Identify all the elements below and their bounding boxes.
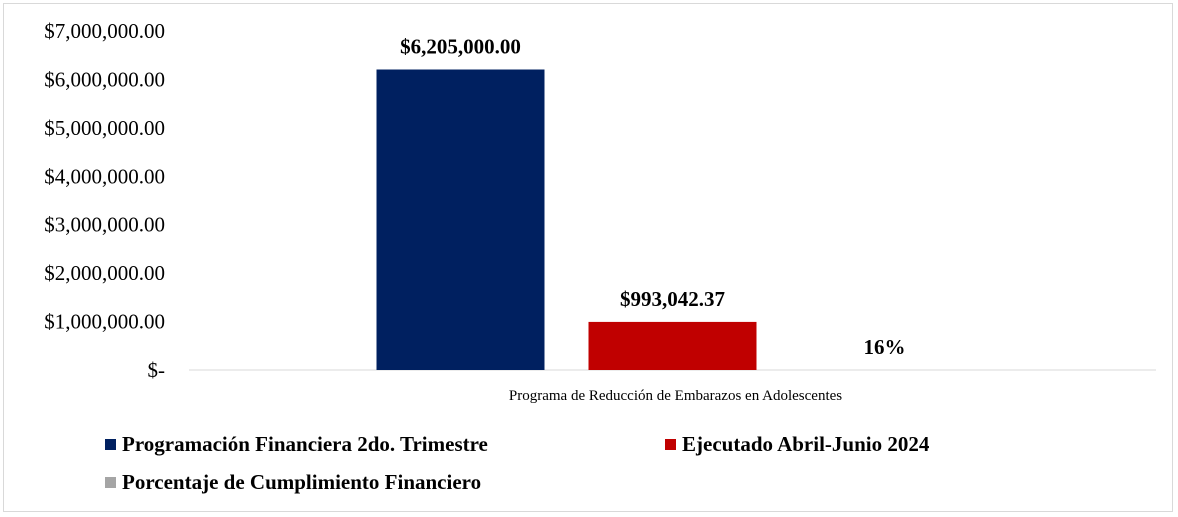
data-label-porcentaje: 16% (864, 335, 906, 359)
y-tick-label: $- (148, 358, 166, 382)
data-labels: $6,205,000.00 $993,042.37 16% (400, 35, 905, 359)
y-tick-label: $3,000,000.00 (44, 213, 165, 237)
bar-chart: $- $1,000,000.00 $2,000,000.00 $3,000,000.0… (44, 19, 1156, 404)
chart-legend: Programación Financiera 2do. Trimestre E… (105, 432, 1105, 502)
legend-label-porcentaje: Porcentaje de Cumplimiento Financiero (122, 470, 482, 494)
legend-swatch-programacion (105, 439, 116, 450)
legend-swatch-ejecutado (665, 439, 676, 450)
legend-swatch-porcentaje (105, 477, 116, 488)
y-tick-label: $2,000,000.00 (44, 261, 165, 285)
legend-item-ejecutado: Ejecutado Abril-Junio 2024 (665, 432, 929, 457)
y-axis-tick-labels: $- $1,000,000.00 $2,000,000.00 $3,000,000.0… (44, 19, 165, 382)
bars (376, 69, 757, 370)
chart-frame: $- $1,000,000.00 $2,000,000.00 $3,000,000.0… (3, 3, 1173, 512)
y-tick-label: $7,000,000.00 (44, 19, 165, 43)
legend-label-programacion: Programación Financiera 2do. Trimestre (122, 432, 488, 456)
y-tick-label: $4,000,000.00 (44, 164, 165, 188)
bar-programacion (376, 69, 545, 370)
legend-label-ejecutado: Ejecutado Abril-Junio 2024 (682, 432, 930, 456)
y-tick-label: $6,000,000.00 (44, 67, 165, 91)
legend-item-programacion: Programación Financiera 2do. Trimestre (105, 432, 488, 457)
data-label-programacion: $6,205,000.00 (400, 35, 521, 59)
bar-ejecutado (588, 321, 757, 370)
y-tick-label: $5,000,000.00 (44, 116, 165, 140)
data-label-ejecutado: $993,042.37 (620, 287, 725, 311)
y-tick-label: $1,000,000.00 (44, 310, 165, 334)
x-axis-category-label: Programa de Reducción de Embarazos en Ad… (509, 388, 842, 404)
legend-item-porcentaje: Porcentaje de Cumplimiento Financiero (105, 470, 481, 495)
